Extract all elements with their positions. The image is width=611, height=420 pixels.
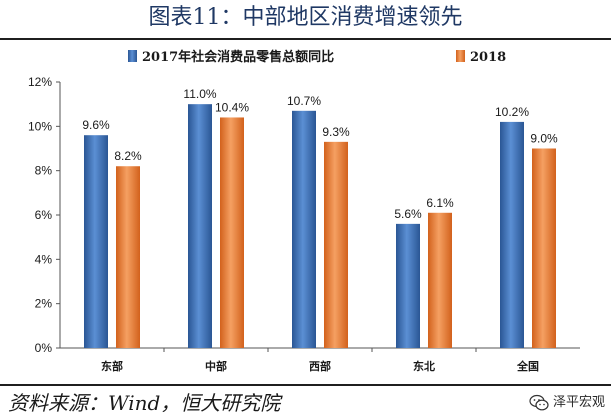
data-label-series2: 9.0% (530, 132, 558, 146)
legend-label-series2: 2018 (470, 50, 506, 65)
bar-series2 (428, 212, 452, 348)
bar-series2 (532, 148, 556, 348)
data-label-series1: 11.0% (183, 87, 216, 101)
bar-series1 (292, 110, 316, 348)
y-tick-label: 12% (28, 75, 52, 89)
y-tick-label: 4% (35, 252, 53, 266)
data-label-series1: 5.6% (394, 207, 422, 221)
watermark: 泽平宏观 (529, 392, 605, 414)
bar-series2 (220, 117, 244, 348)
y-tick-label: 10% (28, 119, 52, 133)
data-label-series2: 6.1% (426, 196, 454, 210)
y-tick-label: 8% (35, 164, 53, 178)
bar-series1 (84, 135, 108, 348)
watermark-text: 泽平宏观 (552, 395, 605, 410)
x-tick-label: 中部 (205, 359, 227, 373)
bar-series2 (324, 141, 348, 348)
data-label-series1: 10.2% (495, 105, 529, 119)
data-label-series1: 10.7% (287, 94, 321, 108)
y-tick-label: 0% (35, 341, 53, 355)
bar-series1 (188, 104, 212, 349)
chart-bars (84, 104, 556, 349)
x-tick-label: 西部 (309, 359, 331, 373)
page-title: 图表11：中部地区消费增速领先 (148, 5, 463, 30)
y-tick-label: 2% (35, 297, 53, 311)
title-divider (0, 38, 611, 40)
source-note: 资料来源：Wind，恒大研究院 (8, 391, 281, 415)
data-label-series2: 8.2% (114, 149, 142, 163)
data-label-series2: 9.3% (322, 125, 350, 139)
legend-swatch-series2 (456, 50, 465, 62)
x-tick-label: 东部 (101, 359, 123, 373)
x-tick-label: 全国 (516, 359, 539, 373)
source-divider (0, 384, 611, 386)
wechat-icon (529, 394, 549, 412)
data-label-series2: 10.4% (215, 100, 249, 114)
legend-label-series1: 2017年社会消费品零售总额同比 (142, 49, 334, 65)
bar-chart: 2017年社会消费品零售总额同比 2018 0% 2% 4% 6% 8% 10% 12% 东部… (28, 49, 580, 373)
x-tick-label: 东北 (413, 359, 435, 373)
chart-axes: 0% 2% 4% 6% 8% 10% 12% 东部 中部 西部 东北 全国 (28, 75, 580, 373)
legend-swatch-series1 (128, 50, 137, 62)
bar-series1 (396, 223, 420, 348)
chart-legend: 2017年社会消费品零售总额同比 2018 (128, 49, 506, 65)
chart-data-labels: 9.6% 8.2% 11.0%10.4% 10.7% 9.3% 5.6% 6.1% 10.2%… (82, 87, 558, 221)
bar-series1 (500, 121, 524, 349)
bar-series2 (116, 166, 140, 348)
data-label-series1: 9.6% (82, 118, 110, 132)
y-tick-label: 6% (35, 208, 53, 222)
